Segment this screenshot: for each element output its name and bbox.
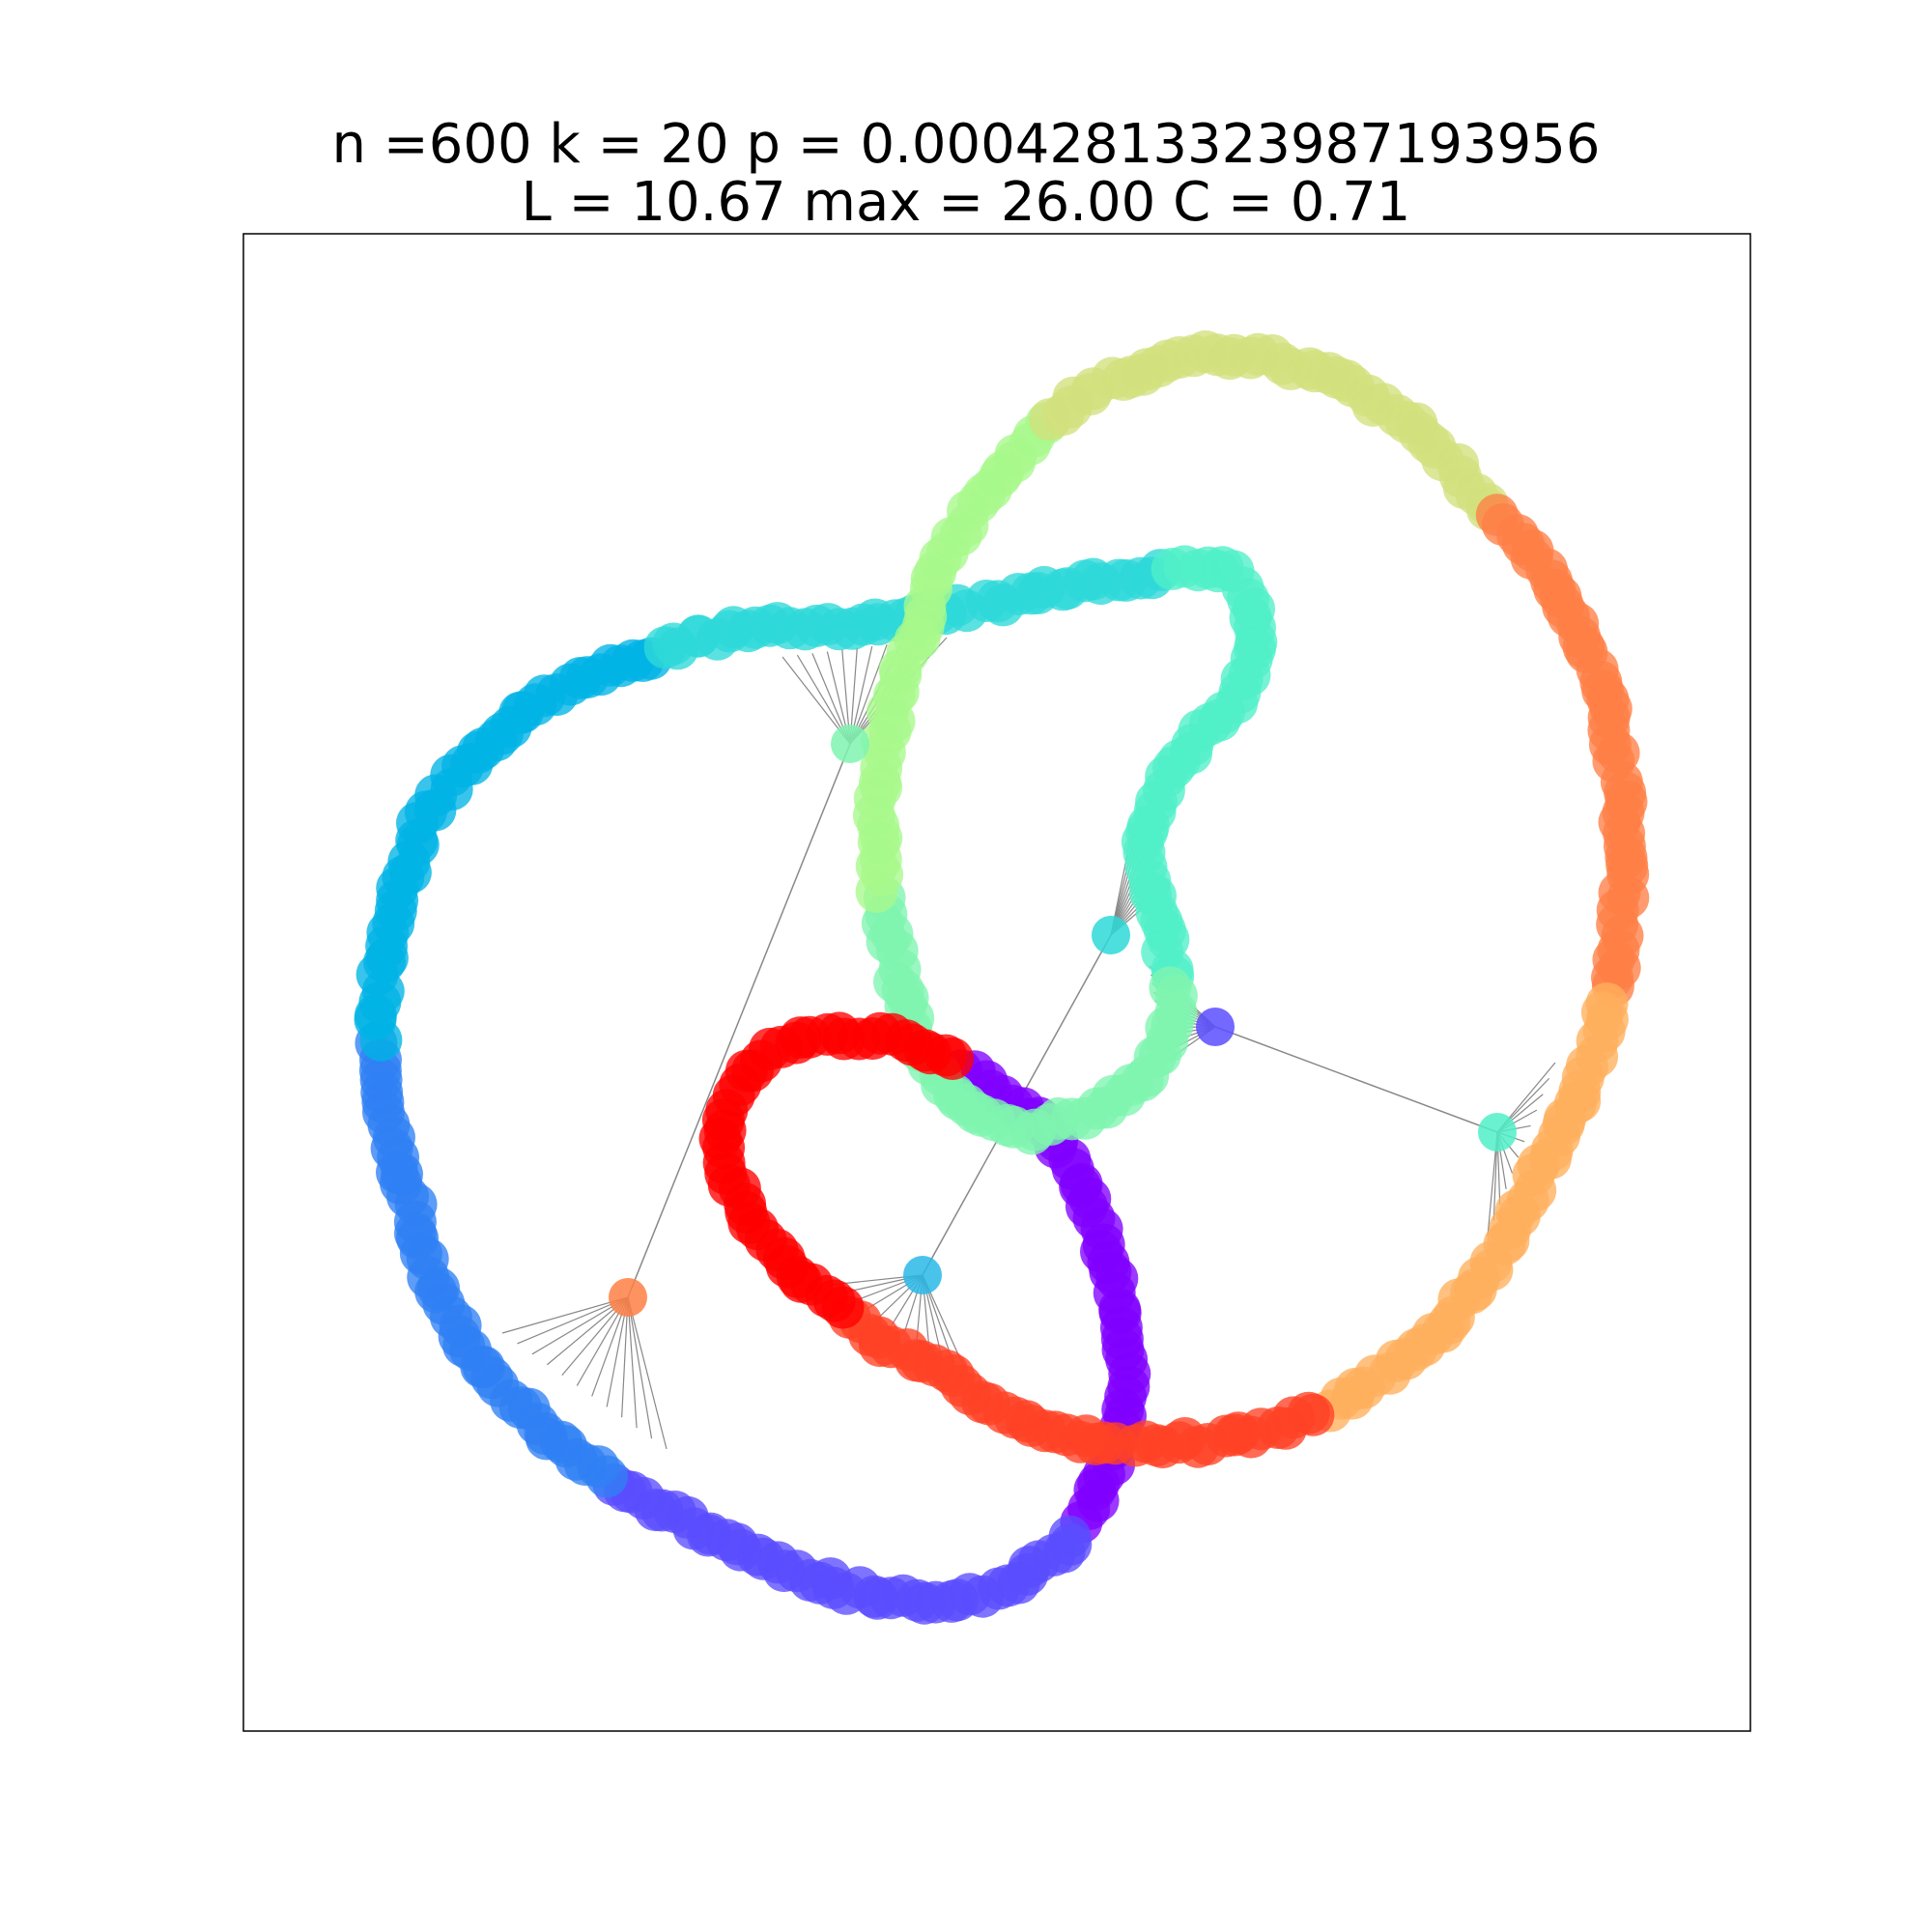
hub-edge: [627, 1296, 668, 1450]
shortcut-edge: [1214, 1026, 1498, 1133]
graph-node: [931, 1037, 974, 1080]
hub-edge: [517, 1296, 629, 1345]
hub-node: [609, 1278, 647, 1317]
hub-node: [1092, 916, 1130, 954]
hub-edge: [501, 1296, 629, 1334]
hub-node-layer: [609, 724, 1517, 1317]
hub-edge: [621, 1296, 629, 1418]
plot-frame: [242, 233, 1751, 1732]
node-layer: [354, 330, 1650, 1625]
hub-node: [831, 724, 869, 763]
hub-node: [1196, 1008, 1235, 1046]
chart-title-line-1: n =600 k = 20 p = 0.00042813323987193956: [331, 113, 1601, 176]
shortcut-edge: [627, 743, 851, 1298]
hub-edge: [627, 1296, 653, 1439]
hub-node: [1478, 1113, 1517, 1151]
hub-edge: [627, 1296, 638, 1429]
chart-title-line-2: L = 10.67 max = 26.00 C = 0.71: [521, 171, 1411, 234]
edge-layer: [501, 637, 1556, 1450]
hub-node: [903, 1256, 942, 1294]
